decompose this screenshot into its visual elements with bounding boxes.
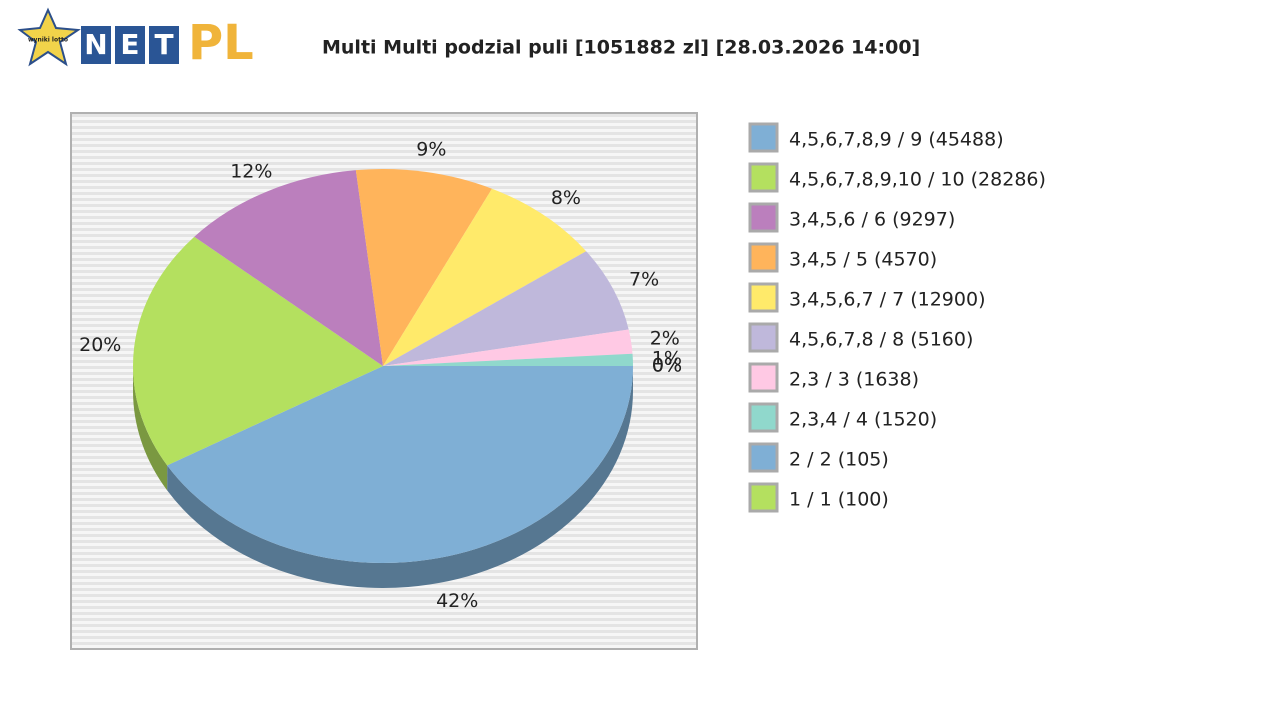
- slice-label: 1%: [652, 348, 682, 370]
- legend-swatch: [748, 322, 779, 353]
- legend-swatch: [748, 242, 779, 273]
- slice-label: 0%: [652, 355, 682, 377]
- legend-swatch: [748, 442, 779, 473]
- legend-label: 3,4,5,6,7 / 7 (12900): [789, 289, 985, 311]
- legend-label: 4,5,6,7,8,9,10 / 10 (28286): [789, 169, 1046, 191]
- legend-label: 1 / 1 (100): [789, 489, 889, 511]
- legend-label: 2,3,4 / 4 (1520): [789, 409, 937, 431]
- legend-swatch: [748, 122, 779, 153]
- legend-swatch: [748, 162, 779, 193]
- slice: [383, 353, 633, 366]
- legend-swatch: [748, 402, 779, 433]
- legend-label: 4,5,6,7,8 / 8 (5160): [789, 329, 973, 351]
- logo-letter: E: [120, 28, 139, 61]
- legend-swatch: [748, 202, 779, 233]
- legend-label: 4,5,6,7,8,9 / 9 (45488): [789, 129, 1004, 151]
- logo-box: [81, 26, 111, 64]
- slice: [194, 170, 383, 366]
- logo-letter: N: [84, 28, 107, 61]
- legend-label: 2,3 / 3 (1638): [789, 369, 919, 391]
- logo-star: [17, 7, 81, 67]
- logo: wyniki lotto N E T PL: [17, 7, 254, 71]
- legend-swatch: [748, 362, 779, 393]
- slice-label: 42%: [436, 590, 478, 612]
- legend-swatch: [748, 482, 779, 513]
- slice-label: 7%: [629, 268, 659, 290]
- legend: 4,5,6,7,8,9 / 9 (45488) 4,5,6,7,8,9,10 / …: [748, 122, 1046, 513]
- legend-swatch: [748, 282, 779, 313]
- slice: [383, 188, 587, 366]
- slice-label: 0%: [652, 355, 682, 377]
- slice-label: 2%: [650, 327, 680, 349]
- slice: [167, 366, 633, 563]
- logo-suffix: PL: [188, 15, 254, 71]
- slice-label: 20%: [79, 334, 121, 356]
- slice-label: 8%: [551, 187, 581, 209]
- legend-label: 3,4,5 / 5 (4570): [789, 249, 937, 271]
- logo-box: [149, 26, 179, 64]
- slice-side: [133, 366, 168, 491]
- slice: [355, 169, 492, 366]
- legend-label: 2 / 2 (105): [789, 449, 889, 471]
- pie: 42%20%12%9%8%7%2%1%0%0%: [79, 139, 682, 612]
- slice: [383, 329, 633, 366]
- slice-label: 9%: [416, 139, 446, 161]
- logo-letter: T: [154, 28, 173, 61]
- slice-label: 12%: [230, 160, 272, 182]
- logo-box: [115, 26, 145, 64]
- logo-badge: wyniki lotto: [28, 37, 68, 44]
- slice: [383, 251, 629, 366]
- legend-label: 3,4,5,6 / 6 (9297): [789, 209, 955, 231]
- slice: [133, 236, 383, 466]
- chart-title: Multi Multi podzial puli [1051882 zl] [2…: [322, 37, 920, 59]
